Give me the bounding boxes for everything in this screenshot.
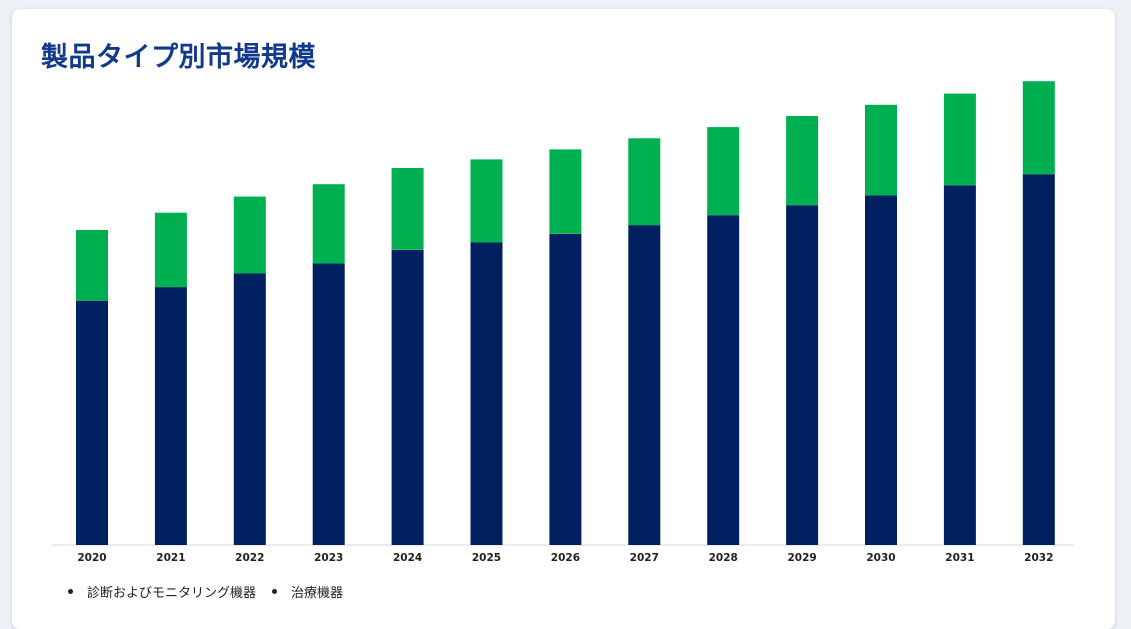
x-tick-label-2026: 2026 <box>551 552 580 564</box>
bar-diagnostic-2023 <box>312 263 345 545</box>
bar-diagnostic-2021 <box>154 287 187 545</box>
x-tick-label-2028: 2028 <box>709 552 738 564</box>
x-tick-label-2023: 2023 <box>314 552 343 564</box>
bars-layer <box>76 81 1055 546</box>
x-tick-label-2030: 2030 <box>866 552 895 564</box>
bar-therapeutic-2028 <box>707 127 740 216</box>
x-tick-labels: 2020 2021 2022 2023 2024 2025 2026 2027 2028 2029… <box>77 552 1053 564</box>
legend-item-diagnostic[interactable]: 診断およびモニタリング機器 <box>68 582 256 601</box>
bar-diagnostic-2025 <box>470 242 503 545</box>
bar-diagnostic-2027 <box>628 225 661 545</box>
bar-therapeutic-2020 <box>76 230 108 301</box>
bar-diagnostic-2024 <box>391 249 424 545</box>
bar-diagnostic-2031 <box>943 185 976 545</box>
legend: 診断およびモニタリング機器 治療機器 <box>68 582 359 601</box>
x-tick-label-2024: 2024 <box>393 552 422 564</box>
bar-therapeutic-2022 <box>233 196 266 274</box>
bar-diagnostic-2032 <box>1022 174 1055 545</box>
x-tick-label-2022: 2022 <box>235 552 264 564</box>
bar-diagnostic-2030 <box>865 195 897 546</box>
bar-therapeutic-2024 <box>391 168 424 250</box>
bar-therapeutic-2023 <box>312 184 345 264</box>
bar-diagnostic-2026 <box>549 233 582 546</box>
bar-therapeutic-2021 <box>154 212 187 288</box>
stacked-bar-chart: 2020 2021 2022 2023 2024 2025 2026 2027 2028 2029… <box>52 81 1074 564</box>
x-tick-label-2031: 2031 <box>945 552 974 564</box>
bar-therapeutic-2025 <box>470 159 503 243</box>
bar-diagnostic-2028 <box>707 215 740 545</box>
x-tick-label-2025: 2025 <box>472 552 501 564</box>
bar-therapeutic-2027 <box>628 138 661 226</box>
x-tick-label-2021: 2021 <box>156 552 185 564</box>
chart-card: 製品タイプ別市場規模 2020 2021 2022 2023 2024 2025 2026 2… <box>12 9 1115 629</box>
x-tick-label-2029: 2029 <box>787 552 816 564</box>
bar-diagnostic-2022 <box>233 273 266 545</box>
x-tick-label-2020: 2020 <box>77 552 106 564</box>
bar-therapeutic-2031 <box>943 93 976 186</box>
x-tick-label-2027: 2027 <box>630 552 659 564</box>
bar-diagnostic-2020 <box>76 300 108 545</box>
bullet-icon <box>68 589 73 594</box>
bar-therapeutic-2030 <box>865 104 897 196</box>
legend-label-therapeutic: 治療機器 <box>291 586 344 601</box>
chart-title: 製品タイプ別市場規模 <box>41 42 316 73</box>
x-tick-label-2032: 2032 <box>1024 552 1053 564</box>
bullet-icon <box>272 589 278 594</box>
legend-label-diagnostic: 診断およびモニタリング機器 <box>87 586 257 601</box>
bar-diagnostic-2029 <box>786 205 819 545</box>
bar-therapeutic-2032 <box>1022 81 1055 175</box>
bar-therapeutic-2029 <box>786 116 819 206</box>
bar-therapeutic-2026 <box>549 149 582 234</box>
legend-item-therapeutic[interactable]: 治療機器 <box>272 582 343 601</box>
